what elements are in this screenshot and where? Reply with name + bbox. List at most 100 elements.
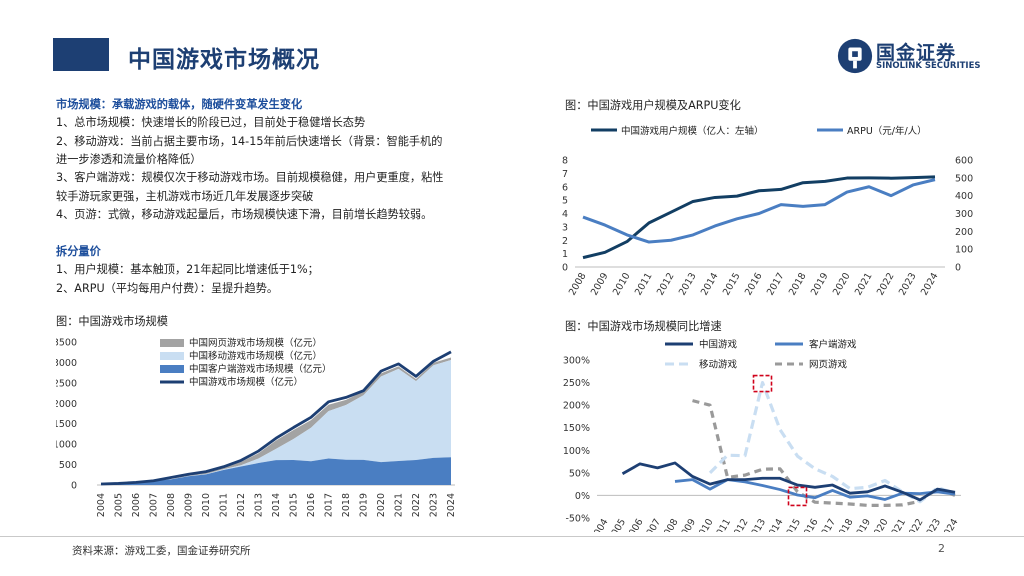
x-tick-label: 2011	[711, 517, 733, 532]
x-tick-label: 2023	[429, 493, 440, 517]
y-left-tick-label: 4	[562, 209, 568, 220]
legend-label: 中国客户端游戏市场规模（亿元）	[189, 363, 332, 375]
series-total-line	[100, 350, 452, 486]
x-tick-label: 2017	[765, 271, 787, 297]
x-tick-label: 2005	[114, 493, 125, 517]
x-tick-label: 2011	[219, 493, 230, 517]
footer-source: 资料来源：游戏工委，国金证券研究所	[72, 545, 251, 557]
x-tick-label: 2018	[834, 517, 856, 532]
y-tick-label: 50%	[569, 468, 590, 479]
logo-chinese-name: 国金证券	[876, 42, 957, 64]
bullet-total-market: 1、总市场规模：快速增长的阶段已过，目前处于稳健增长态势	[56, 116, 366, 129]
x-tick-label: 2014	[699, 271, 721, 297]
bullet-webgame: 4、页游：式微，移动游戏起量后，市场规模快速下滑，目前增长趋势较弱。	[56, 208, 433, 221]
x-tick-label: 2016	[743, 271, 765, 297]
section-heading-split: 拆分量价	[56, 245, 101, 258]
y-right-tick-label: 0	[955, 263, 961, 274]
highlight-box-2015	[787, 486, 808, 507]
x-tick-label: 2021	[886, 517, 908, 532]
x-tick-label: 2013	[677, 271, 699, 297]
logo-english-name: SINOLINK SECURITIES	[876, 61, 981, 71]
x-tick-label: 2008	[659, 517, 681, 532]
y-right-tick-label: 200	[955, 227, 973, 238]
legend-label: 网页游戏	[809, 359, 848, 371]
x-tick-label: 2012	[655, 271, 677, 297]
x-tick-label: 2011	[633, 271, 655, 297]
footer-divider	[0, 536, 1024, 537]
series-client-area	[101, 457, 451, 485]
x-tick-label: 2009	[676, 517, 698, 532]
legend-label: 中国游戏市场规模（亿元）	[189, 376, 303, 388]
x-tick-label: 2007	[149, 493, 160, 517]
y-tick-label: -50%	[565, 514, 590, 525]
x-tick-label: 2018	[787, 271, 809, 297]
legend-label: 移动游戏	[699, 359, 738, 371]
x-tick-label: 2007	[641, 517, 663, 532]
y-tick-label: 2500	[56, 378, 77, 389]
x-tick-label: 2005	[606, 517, 628, 532]
x-tick-label: 2009	[184, 493, 195, 517]
bullet-arpu: 2、ARPU（平均每用户付费）：呈提升趋势。	[56, 282, 279, 295]
x-tick-label: 2015	[781, 517, 803, 532]
x-tick-label: 2022	[904, 517, 926, 532]
x-tick-label: 2016	[306, 493, 317, 517]
y-left-tick-label: 2	[562, 236, 568, 247]
x-tick-label: 2017	[324, 493, 335, 517]
legend-label: 客户端游戏	[809, 339, 857, 351]
legend-label: 中国移动游戏市场规模（亿元）	[189, 350, 322, 362]
series-arpu-line	[582, 178, 936, 244]
bullet-mobile-line2: 进一步渗透和流量价格降低）	[56, 153, 202, 166]
x-tick-label: 2019	[809, 271, 831, 297]
x-tick-label: 2004	[96, 493, 107, 517]
legend-label: 中国游戏	[699, 339, 738, 351]
page-number: 2	[938, 542, 945, 555]
x-tick-label: 2022	[875, 271, 897, 297]
bullet-client-line1: 3、客户端游戏：规模仅次于移动游戏市场。目前规模稳健，用户更重度，粘性	[56, 171, 444, 184]
y-tick-label: 300%	[563, 356, 590, 367]
x-tick-label: 2012	[729, 517, 751, 532]
legend-swatch	[160, 339, 184, 347]
x-tick-label: 2017	[816, 517, 838, 532]
x-tick-label: 2004	[589, 517, 611, 532]
y-tick-label: 200%	[563, 401, 590, 412]
x-tick-label: 2023	[921, 517, 943, 532]
legend-users-label: 中国游戏用户规模（亿人：左轴）	[621, 125, 764, 137]
x-tick-label: 2009	[589, 271, 611, 297]
x-tick-label: 2024	[939, 517, 961, 532]
x-tick-label: 2008	[567, 271, 589, 297]
x-tick-label: 2008	[166, 493, 177, 517]
x-tick-label: 2010	[694, 517, 716, 532]
x-tick-label: 2015	[289, 493, 300, 517]
legend-label: 中国网页游戏市场规模（亿元）	[189, 337, 322, 349]
series-mobile-yoy-line	[708, 380, 956, 504]
caption-market-size: 图：中国游戏市场规模	[56, 315, 168, 328]
y-right-tick-label: 400	[955, 191, 973, 202]
series-total-yoy-line	[621, 461, 956, 502]
x-tick-label: 2020	[831, 271, 853, 297]
x-tick-label: 2010	[611, 271, 633, 297]
y-tick-label: 3500	[56, 338, 77, 349]
y-tick-label: 500	[59, 460, 77, 471]
chart-yoy-growth: -50%0%50%100%150%200%250%300%20042005200…	[563, 339, 961, 532]
x-tick-label: 2020	[869, 517, 891, 532]
title-accent-bar	[53, 38, 109, 71]
y-tick-label: 1000	[56, 440, 77, 451]
y-tick-label: 2000	[56, 399, 77, 410]
legend-arpu-label: ARPU（元/年/人）	[847, 125, 927, 137]
bullet-user-scale: 1、用户规模：基本触顶，21年起同比增速低于1%；	[56, 263, 319, 276]
x-tick-label: 2018	[341, 493, 352, 517]
caption-yoy-growth: 图：中国游戏市场规模同比增速	[565, 320, 722, 333]
y-left-tick-label: 6	[562, 182, 568, 193]
x-tick-label: 2024	[919, 271, 941, 297]
x-tick-label: 2014	[271, 493, 282, 517]
y-right-tick-label: 300	[955, 209, 973, 220]
x-tick-label: 2023	[897, 271, 919, 297]
x-tick-label: 2019	[359, 493, 370, 517]
series-user-scale-line	[582, 175, 936, 260]
legend-swatch	[160, 365, 184, 373]
caption-users-arpu: 图：中国游戏用户规模及ARPU变化	[565, 99, 741, 112]
series-mobile-area	[101, 359, 451, 484]
x-tick-label: 2006	[624, 517, 646, 532]
chart-market-size: 0 500 1000 1500 2000 2500 3000 3500 2004 2005 2006…	[56, 337, 457, 517]
x-tick-label: 2019	[851, 517, 873, 532]
